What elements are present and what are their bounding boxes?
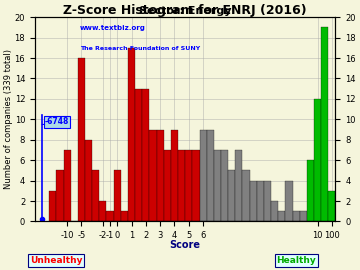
- Bar: [157, 130, 164, 221]
- Bar: [214, 150, 221, 221]
- Bar: [293, 211, 300, 221]
- Text: Unhealthy: Unhealthy: [30, 256, 82, 265]
- Bar: [185, 150, 192, 221]
- Bar: [264, 181, 271, 221]
- Text: The Research Foundation of SUNY: The Research Foundation of SUNY: [80, 46, 200, 51]
- Bar: [271, 201, 278, 221]
- Bar: [49, 191, 57, 221]
- Bar: [78, 58, 85, 221]
- Bar: [328, 191, 336, 221]
- Text: Healthy: Healthy: [276, 256, 316, 265]
- Bar: [171, 130, 178, 221]
- Bar: [207, 130, 214, 221]
- Bar: [178, 150, 185, 221]
- Bar: [107, 211, 114, 221]
- Bar: [321, 27, 328, 221]
- Bar: [164, 150, 171, 221]
- Bar: [142, 89, 149, 221]
- Bar: [278, 211, 285, 221]
- Bar: [114, 170, 121, 221]
- Bar: [300, 211, 307, 221]
- Title: Z-Score Histogram for ENRJ (2016): Z-Score Histogram for ENRJ (2016): [63, 4, 307, 17]
- Bar: [249, 181, 257, 221]
- X-axis label: Score: Score: [170, 240, 201, 250]
- Bar: [128, 48, 135, 221]
- Bar: [221, 150, 228, 221]
- Bar: [57, 170, 63, 221]
- Bar: [85, 140, 92, 221]
- Bar: [307, 160, 314, 221]
- Bar: [257, 181, 264, 221]
- Bar: [235, 150, 242, 221]
- Bar: [285, 181, 293, 221]
- Text: Sector: Energy: Sector: Energy: [139, 6, 231, 16]
- Y-axis label: Number of companies (339 total): Number of companies (339 total): [4, 49, 13, 189]
- Bar: [135, 89, 142, 221]
- Bar: [314, 99, 321, 221]
- Bar: [228, 170, 235, 221]
- Text: www.textbiz.org: www.textbiz.org: [80, 25, 146, 31]
- Bar: [121, 211, 128, 221]
- Bar: [99, 201, 107, 221]
- Bar: [63, 150, 71, 221]
- Bar: [192, 150, 199, 221]
- Bar: [199, 130, 207, 221]
- Text: -6748: -6748: [45, 117, 69, 126]
- Bar: [242, 170, 249, 221]
- Bar: [149, 130, 157, 221]
- Bar: [92, 170, 99, 221]
